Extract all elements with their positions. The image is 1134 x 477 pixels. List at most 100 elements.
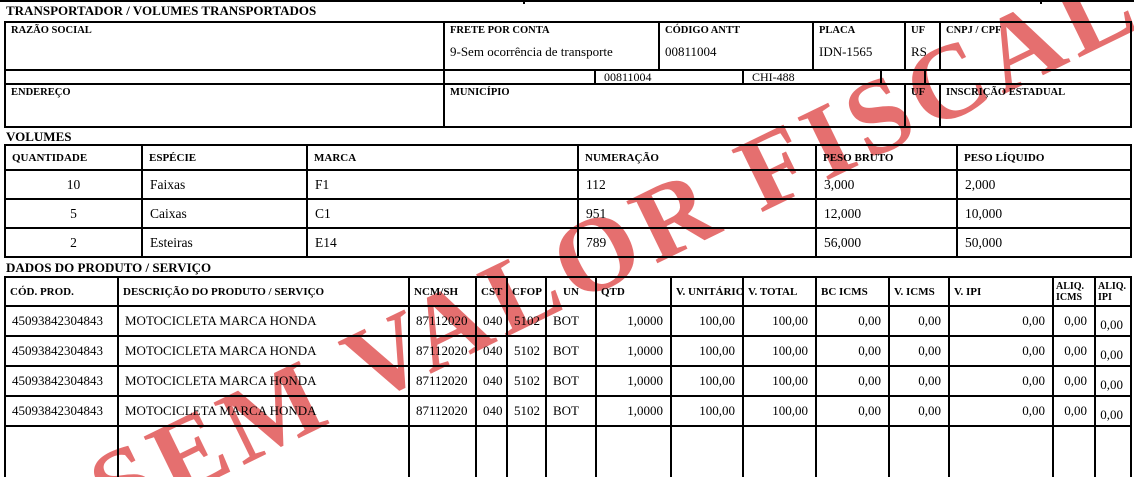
volume-cell: F1	[306, 169, 579, 200]
volume-cell: C1	[306, 198, 579, 229]
empty-cell	[117, 425, 410, 477]
inscricao-estadual-cell: INSCRIÇÃO ESTADUAL	[939, 83, 1132, 128]
aliq-icms-header: ALIQ. ICMS	[1052, 276, 1096, 307]
produto-cell: 0,00	[948, 395, 1054, 427]
produto-cell: 87112020	[408, 335, 477, 367]
produto-cell: 040	[475, 365, 508, 397]
empty-cell	[408, 425, 477, 477]
produto-cell: 0,00	[1094, 365, 1132, 397]
produto-cell: 1,0000	[595, 305, 672, 337]
frete-por-conta-value: 9-Sem ocorrência de transporte	[450, 44, 613, 59]
produto-cell: 100,00	[670, 365, 744, 397]
endereco-cell: ENDEREÇO	[4, 83, 445, 128]
v-icms-header: V. ICMS	[888, 276, 950, 307]
produto-cell: 5102	[506, 335, 547, 367]
produto-cell: 0,00	[815, 305, 890, 337]
produto-cell: MOTOCICLETA MARCA HONDA	[117, 305, 410, 337]
produtos-section-title: DADOS DO PRODUTO / SERVIÇO	[6, 260, 212, 275]
empty-cell	[948, 425, 1054, 477]
produto-cell: 0,00	[815, 395, 890, 427]
frete-por-conta-label: FRETE POR CONTA	[450, 25, 550, 36]
volume-cell: 789	[577, 227, 817, 258]
cod-prod-header: CÓD. PROD.	[4, 276, 119, 307]
produto-cell: 1,0000	[595, 335, 672, 367]
volume-cell: 10,000	[956, 198, 1132, 229]
volumes-section-title: VOLUMES	[6, 129, 72, 144]
empty-cell	[670, 425, 744, 477]
produto-cell: 0,00	[948, 305, 1054, 337]
codigo-antt-cell: CÓDIGO ANTT 00811004	[658, 21, 814, 71]
placa-cell: PLACA IDN-1565	[812, 21, 906, 71]
volume-cell: 2	[4, 227, 143, 258]
reboque-codigo-antt-cell: 00811004	[594, 69, 744, 85]
v-ipi-header: V. IPI	[948, 276, 1054, 307]
v-unitario-header: V. UNITÁRIO	[670, 276, 744, 307]
bc-icms-header: BC ICMS	[815, 276, 890, 307]
uf-value: RS	[911, 44, 927, 59]
produtos-table: CÓD. PROD. DESCRIÇÃO DO PRODUTO / SERVIÇ…	[4, 276, 1132, 477]
qtd-header: QTD	[595, 276, 672, 307]
empty-cell	[545, 425, 597, 477]
ncm-sh-header: NCM/SH	[408, 276, 477, 307]
produto-cell: 100,00	[670, 335, 744, 367]
municipio-cell: MUNICÍPIO	[443, 83, 906, 128]
produto-cell: 0,00	[1052, 365, 1096, 397]
produto-cell: 100,00	[742, 305, 817, 337]
produto-cell: 0,00	[1052, 305, 1096, 337]
empty-cell	[742, 425, 817, 477]
volume-cell: 50,000	[956, 227, 1132, 258]
empty-cell	[815, 425, 890, 477]
produto-cell: BOT	[545, 365, 597, 397]
volumes-header-row: QUANTIDADE ESPÉCIE MARCA NUMERAÇÃO PESO …	[4, 144, 1132, 171]
aliq-ipi-header: ALIQ. IPI	[1094, 276, 1132, 307]
produto-cell: 0,00	[1094, 305, 1132, 337]
volume-row: 10 Faixas F1 112 3,000 2,000	[4, 169, 1132, 200]
uf-cell: UF RS	[904, 21, 941, 71]
produto-cell: BOT	[545, 335, 597, 367]
reboque-empty-cell	[4, 69, 445, 85]
volume-cell: Faixas	[141, 169, 308, 200]
produto-cell: 100,00	[742, 335, 817, 367]
endereco-table: ENDEREÇO MUNICÍPIO UF INSCRIÇÃO ESTADUAL	[4, 83, 1132, 128]
cfop-header: CFOP	[506, 276, 547, 307]
produto-row: 45093842304843 MOTOCICLETA MARCA HONDA 8…	[4, 395, 1132, 427]
produto-cell: 0,00	[888, 395, 950, 427]
cnpj-cpf-label: CNPJ / CPF	[946, 25, 1002, 36]
empty-cell	[1094, 425, 1132, 477]
marca-header: MARCA	[306, 144, 579, 171]
produto-cell: 0,00	[888, 305, 950, 337]
produto-cell: 87112020	[408, 365, 477, 397]
produto-cell: 87112020	[408, 305, 477, 337]
placa-label: PLACA	[819, 25, 856, 36]
produto-cell: 100,00	[742, 395, 817, 427]
produto-cell: 100,00	[742, 365, 817, 397]
volume-cell: 2,000	[956, 169, 1132, 200]
numeracao-header: NUMERAÇÃO	[577, 144, 817, 171]
produto-row: 45093842304843 MOTOCICLETA MARCA HONDA 8…	[4, 305, 1132, 337]
produto-cell: 0,00	[888, 365, 950, 397]
transportador-section-title: TRANSPORTADOR / VOLUMES TRANSPORTADOS	[6, 3, 317, 18]
produto-cell: 0,00	[1094, 335, 1132, 367]
produto-cell: BOT	[545, 305, 597, 337]
codigo-antt-value: 00811004	[665, 44, 717, 59]
volume-cell: Esteiras	[141, 227, 308, 258]
uf-label: UF	[911, 25, 925, 36]
razao-social-label: RAZÃO SOCIAL	[11, 25, 92, 36]
volume-cell: 112	[577, 169, 817, 200]
peso-bruto-header: PESO BRUTO	[815, 144, 958, 171]
especie-header: ESPÉCIE	[141, 144, 308, 171]
produto-cell: 0,00	[948, 365, 1054, 397]
empty-cell	[1052, 425, 1096, 477]
volume-cell: 56,000	[815, 227, 958, 258]
uf-label: UF	[911, 87, 925, 98]
produto-cell: 5102	[506, 395, 547, 427]
volume-row: 5 Caixas C1 951 12,000 10,000	[4, 198, 1132, 229]
razao-social-cell: RAZÃO SOCIAL	[4, 21, 445, 71]
volume-cell: Caixas	[141, 198, 308, 229]
produto-cell: 1,0000	[595, 365, 672, 397]
produto-cell: BOT	[545, 395, 597, 427]
top-tick-mark	[523, 0, 525, 4]
produtos-header-row: CÓD. PROD. DESCRIÇÃO DO PRODUTO / SERVIÇ…	[4, 276, 1132, 307]
produto-cell: MOTOCICLETA MARCA HONDA	[117, 395, 410, 427]
